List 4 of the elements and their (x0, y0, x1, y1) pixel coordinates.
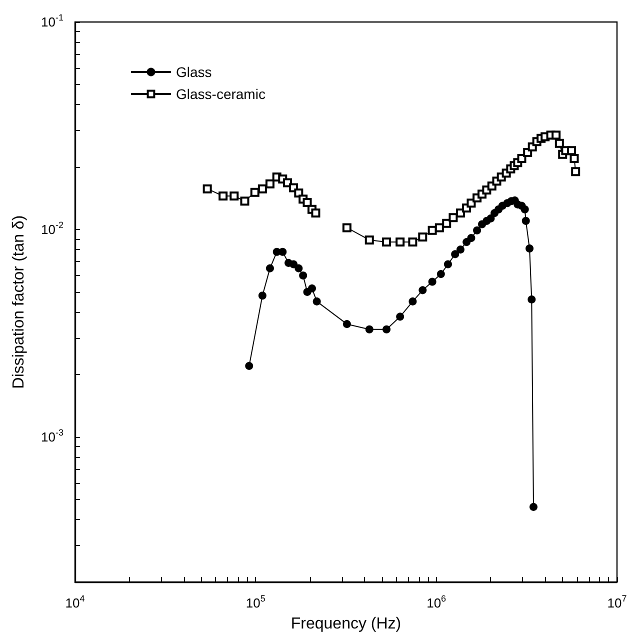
legend-label: Glass (176, 64, 212, 80)
y-axis-title: Dissipation factor (tan δ) (10, 215, 28, 389)
legend-label: Glass-ceramic (176, 86, 266, 102)
x-axis-title: Frequency (Hz) (290, 616, 402, 632)
